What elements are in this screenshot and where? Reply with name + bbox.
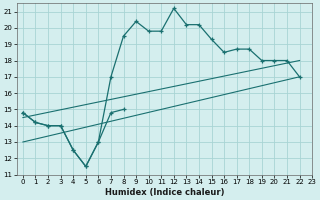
X-axis label: Humidex (Indice chaleur): Humidex (Indice chaleur)	[105, 188, 224, 197]
